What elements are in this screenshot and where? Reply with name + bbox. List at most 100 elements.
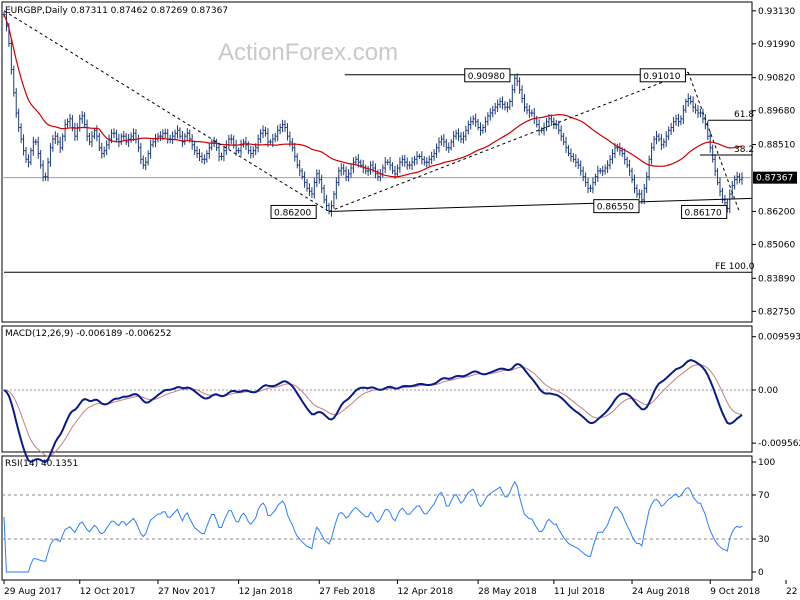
price-tick-label: 0.85060 — [758, 240, 795, 250]
ohlc-bar — [256, 134, 260, 153]
ohlc-bar — [344, 166, 348, 182]
ohlc-bar — [562, 132, 565, 146]
ohlc-bar — [691, 96, 695, 113]
ohlc-bar — [674, 114, 678, 126]
ohlc-bar — [342, 163, 345, 176]
label-0-86550: 0.86550 — [597, 203, 634, 213]
ohlc-bar — [679, 115, 683, 126]
ohlc-bar — [721, 187, 724, 204]
ohlc-bar — [95, 125, 99, 142]
ohlc-bar — [29, 147, 33, 166]
ohlc-bar — [608, 155, 612, 170]
ohlc-bar — [410, 157, 414, 171]
ohlc-bar — [88, 133, 91, 146]
ohlc-bar — [591, 177, 595, 194]
price-tick-label: 0.90820 — [758, 74, 795, 84]
price-axis: 0.93130 0.91990 0.90820 0.89680 0.88510 0.873… — [2, 7, 797, 317]
x-axis: 29 Aug 2017 12 Oct 2017 27 Nov 2017 12 Jan … — [3, 580, 800, 597]
x-tick-label: 11 Jul 2018 — [554, 587, 605, 597]
ohlc-bar — [217, 142, 221, 162]
ohlc-bar — [418, 153, 421, 160]
ohlc-bar — [261, 125, 265, 139]
ohlc-bar — [481, 124, 485, 134]
ohlc-bar — [435, 143, 438, 158]
ohlc-bar — [530, 109, 534, 117]
ohlc-bar — [144, 157, 147, 171]
ohlc-bar — [491, 105, 494, 118]
ohlc-bar — [625, 156, 629, 168]
ohlc-bar — [105, 140, 108, 156]
price-tick-label: 0.83890 — [758, 274, 795, 284]
label-0-86200: 0.86200 — [274, 208, 311, 218]
ohlc-bar — [689, 95, 692, 105]
x-tick-label: 12 Oct 2017 — [80, 587, 136, 597]
ohlc-bar — [220, 152, 223, 161]
ohlc-bar — [440, 135, 443, 146]
ohlc-bar — [467, 120, 470, 135]
ohlc-bar — [27, 154, 30, 168]
ohlc-bar — [513, 74, 516, 94]
ohlc-bar — [325, 194, 328, 211]
x-tick-label: 12 Jan 2018 — [239, 587, 293, 597]
ohlc-bar — [296, 153, 299, 169]
ohlc-bar — [129, 132, 133, 143]
ohlc-bar — [132, 128, 135, 141]
ohlc-bar — [406, 157, 409, 170]
ohlc-bar — [577, 158, 580, 170]
ohlc-bar — [266, 128, 270, 148]
ohlc-bar — [208, 142, 211, 159]
ohlc-bar — [740, 172, 744, 185]
ohlc-bar — [476, 118, 480, 131]
ohlc-bar — [457, 128, 460, 142]
ohlc-bar — [733, 175, 736, 190]
ohlc-bar — [298, 159, 301, 177]
ohlc-bar — [594, 173, 597, 186]
ohlc-bar — [183, 133, 187, 145]
ohlc-bar — [51, 135, 55, 152]
ohlc-bar — [437, 137, 441, 153]
ohlc-bar — [237, 147, 240, 154]
price-tick-label: 0.89680 — [758, 107, 795, 117]
ohlc-bar — [315, 169, 318, 188]
ohlc-bar — [396, 164, 399, 178]
ohlc-bar — [572, 153, 575, 163]
ohlc-bar — [15, 88, 18, 118]
ohlc-bar — [278, 123, 282, 135]
ohlc-bar — [469, 116, 472, 130]
ohlc-bar — [181, 130, 184, 148]
ohlc-bar — [49, 143, 52, 167]
ohlc-bar — [337, 167, 340, 187]
macd-signal-line — [3, 364, 743, 457]
x-tick-label: 29 Aug 2017 — [4, 587, 62, 597]
ohlc-bar — [54, 131, 57, 145]
ohlc-bar — [528, 105, 531, 118]
price-tick-label: 0.88510 — [758, 141, 795, 151]
ohlc-bar — [735, 171, 739, 185]
ohlc-bar — [327, 202, 331, 215]
last-price-label: 0.87367 — [756, 174, 793, 184]
ohlc-bar — [293, 142, 297, 162]
ohlc-bar — [704, 114, 707, 130]
ohlc-bar — [349, 164, 353, 178]
ohlc-bar — [10, 38, 13, 75]
ohlc-bar — [352, 157, 355, 174]
ohlc-bar — [408, 161, 411, 170]
down-leg-line — [687, 72, 741, 213]
ohlc-bar — [46, 157, 50, 182]
ohlc-bar — [667, 126, 670, 141]
macd-tick-label: -0.009562 — [758, 439, 800, 449]
label-0-86170: 0.86170 — [685, 208, 722, 218]
fib-38-label: 38.2 — [734, 145, 754, 155]
ohlc-bar — [584, 172, 587, 187]
ohlc-bar — [515, 73, 519, 87]
x-tick-label: 24 Aug 2018 — [632, 587, 690, 597]
price-panel-frame — [1, 1, 753, 323]
ohlc-bar — [701, 108, 705, 124]
ohlc-bar — [518, 77, 521, 94]
ohlc-bar — [366, 165, 370, 176]
ohlc-bar — [100, 142, 103, 159]
ohlc-bar — [601, 165, 604, 177]
ohlc-bar — [718, 177, 722, 197]
ohlc-bar — [122, 130, 125, 142]
ohlc-bar — [210, 139, 213, 151]
